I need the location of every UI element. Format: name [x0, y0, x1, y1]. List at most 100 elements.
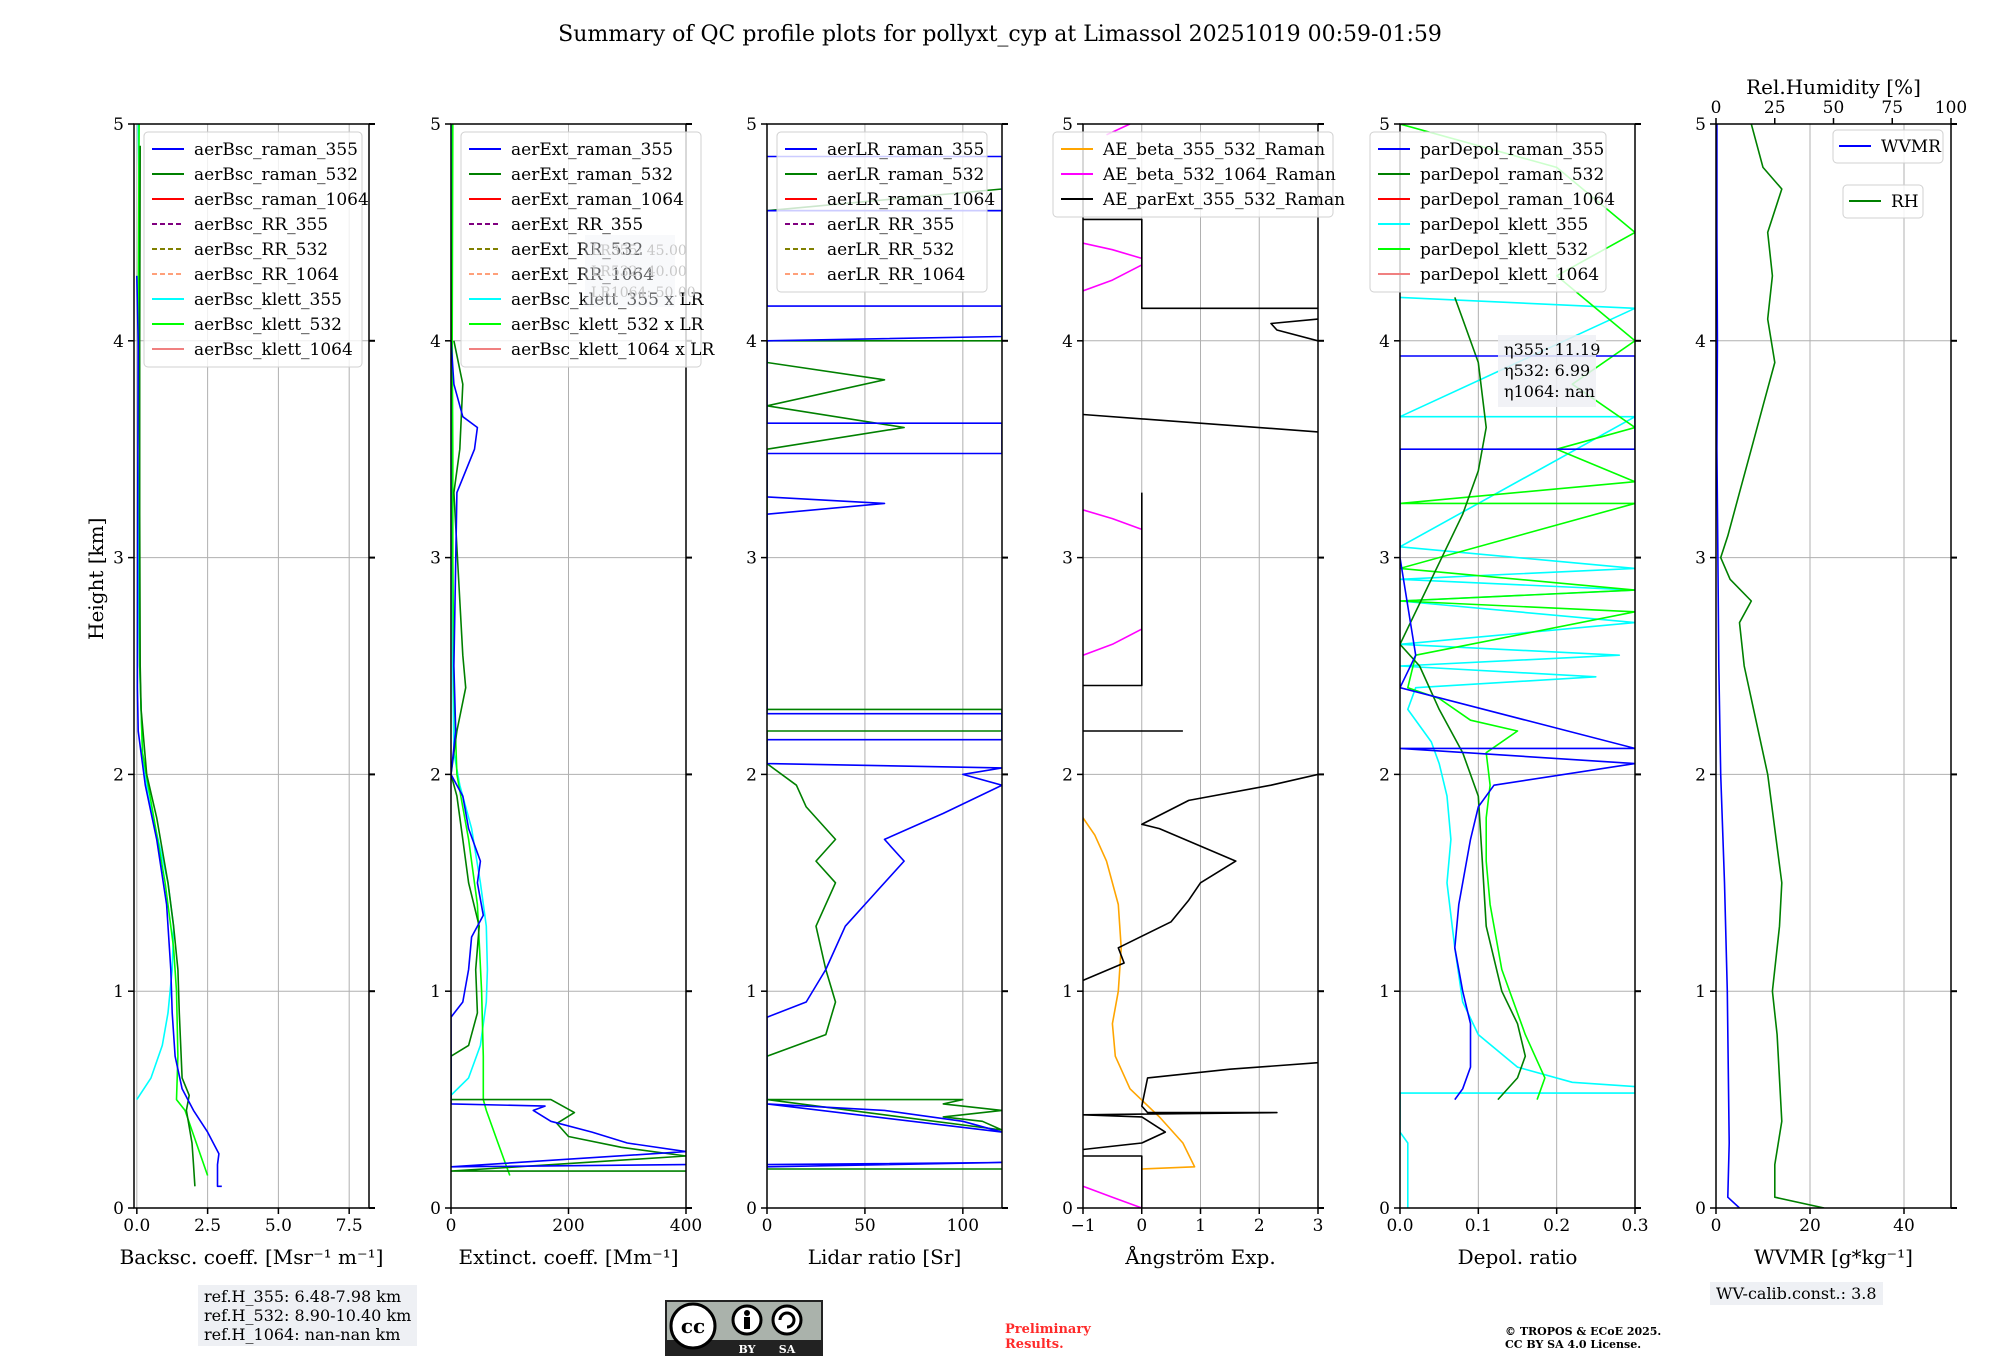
y-tick-label: 1	[430, 982, 441, 1002]
annotation-line: η355: 11.19	[1504, 340, 1600, 359]
series-group	[767, 155, 1002, 1170]
y-tick-label: 1	[746, 982, 757, 1002]
series-ae-parext-355-532-raman-c	[1083, 773, 1318, 982]
legend-label: aerBsc_RR_532	[194, 240, 328, 260]
y-tick-label: 3	[1695, 549, 1706, 569]
y-tick-label: 0	[746, 1199, 757, 1219]
x-tick-label: 100	[947, 1216, 979, 1236]
y-tick-label: 2	[113, 765, 124, 785]
y-tick-label: 4	[1379, 332, 1390, 352]
legend-label: aerBsc_klett_532	[194, 315, 342, 335]
legend-label: aerLR_raman_355	[827, 140, 984, 160]
wv-calibration-constant: WV-calib.const.: 3.8	[1716, 1284, 1877, 1303]
figure-title: Summary of QC profile plots for pollyxt_…	[558, 22, 1442, 47]
y-tick-label: 2	[1379, 765, 1390, 785]
legend-label: parDepol_raman_1064	[1420, 190, 1615, 210]
series-group	[451, 124, 686, 1176]
legend-label: aerExt_RR_1064	[511, 265, 654, 285]
legend-label: aerBsc_RR_1064	[194, 265, 339, 285]
legend-label: aerBsc_RR_355	[194, 215, 328, 235]
y-tick-label: 0	[430, 1199, 441, 1219]
y-tick-label: 2	[1062, 765, 1073, 785]
series-ae-beta-532-1064-raman-e	[1083, 242, 1143, 260]
series-ae-beta-532-1064-raman-d	[1083, 264, 1143, 292]
x-tick-label: 40	[1893, 1216, 1915, 1236]
panel-ext: 0 200 400 0 1 2 3 4 5 Extinct. coeff. [Mm⁻¹] aerEx…	[430, 115, 715, 1269]
legend-label: aerBsc_raman_1064	[194, 190, 369, 210]
y-tick-label: 0	[113, 1199, 124, 1219]
panel-lr: 0 50 100 0 1 2 3 4 5 Lidar ratio [Sr] aerLR_raman_…	[746, 115, 1008, 1269]
legend-box	[776, 131, 988, 293]
ref-height-355: ref.H_355: 6.48-7.98 km	[204, 1287, 402, 1306]
series-pardepol-raman-355	[1400, 355, 1635, 1101]
x-tick-label: 0.0	[123, 1216, 150, 1236]
legend-label: aerBsc_raman_355	[194, 140, 358, 160]
legend-label: RH	[1891, 192, 1919, 212]
x-axis-label: Ångström Exp.	[1124, 1244, 1275, 1269]
ref-height-1064: ref.H_1064: nan-nan km	[204, 1325, 401, 1344]
legend-label: parDepol_raman_355	[1420, 140, 1604, 160]
y-tick-label: 0	[1695, 1199, 1706, 1219]
panel-depol: 0.0 0.1 0.2 0.3 0 1 2 3 4 5 Depol. ratio parDepol_r…	[1369, 115, 1649, 1269]
legend-box	[1369, 131, 1607, 293]
y-tick-label: 5	[746, 115, 757, 135]
series-group	[1716, 124, 1825, 1208]
series-aerbsc-raman-532	[138, 145, 196, 1187]
series-aerlr-raman-355	[767, 155, 1002, 1168]
y-tick-label: 3	[113, 549, 124, 569]
legend-label: aerExt_RR_532	[511, 240, 643, 260]
series-ae-beta-532-1064-raman-b	[1083, 628, 1143, 656]
series-aerext-raman-355	[451, 340, 686, 1168]
ref-height-532: ref.H_532: 8.90-10.40 km	[204, 1306, 412, 1325]
series-ae-beta-355-532-raman	[1083, 817, 1196, 1170]
copyright-line-2: CC BY SA 4.0 License.	[1505, 1338, 1642, 1351]
series-ae-parext-355-532-raman-h	[1083, 218, 1318, 310]
sa-share-icon	[771, 1304, 803, 1336]
y-tick-label: 4	[113, 332, 124, 352]
legend-label: parDepol_klett_355	[1420, 215, 1588, 235]
y-tick-label: 3	[1379, 549, 1390, 569]
y-tick-label: 2	[430, 765, 441, 785]
top-x-tick-label: 50	[1823, 98, 1845, 118]
axes-frame	[1082, 123, 1319, 1209]
x-axis-label: Extinct. coeff. [Mm⁻¹]	[458, 1245, 678, 1269]
x-tick-label: 0.1	[1465, 1216, 1492, 1236]
annotation-line: LR532: 40.00	[591, 264, 687, 280]
series-ae-parext-355-532-raman-f	[1083, 413, 1318, 433]
annotation-line: η1064: nan	[1504, 382, 1595, 401]
x-tick-label: −1	[1070, 1216, 1095, 1236]
x-tick-label: 0	[1136, 1216, 1147, 1236]
axes-frame	[1715, 123, 1952, 1209]
copyright-note: © TROPOS & ECoE 2025. CC BY SA 4.0 Licen…	[1505, 1325, 1661, 1351]
cc-by-sa-logo: cc BY SA	[665, 1300, 823, 1356]
series-aerbsc-raman-355	[136, 275, 222, 1188]
x-tick-label: 0	[446, 1216, 457, 1236]
legend-label: aerBsc_klett_532 x LR	[511, 315, 705, 335]
x-tick-label: 20	[1799, 1216, 1821, 1236]
x-tick-label: 50	[854, 1216, 876, 1236]
by-label: BY	[739, 1343, 756, 1356]
legend-label: parDepol_raman_532	[1420, 165, 1604, 185]
annotation-line: LR355: 45.00	[591, 243, 687, 259]
x-axis-label: WVMR [g*kg⁻¹]	[1754, 1245, 1913, 1269]
series-wvmr	[1716, 124, 1741, 1208]
y-tick-label: 5	[113, 115, 124, 135]
preliminary-line-2: Results.	[1005, 1337, 1064, 1352]
y-tick-label: 4	[430, 332, 441, 352]
legend-label: aerLR_RR_532	[827, 240, 954, 260]
legend-label: AE_beta_532_1064_Raman	[1102, 165, 1336, 185]
reference-heights-box: ref.H_355: 6.48-7.98 km ref.H_532: 8.90-…	[198, 1285, 418, 1346]
y-tick-label: 3	[1062, 549, 1073, 569]
x-axis-label: Backsc. coeff. [Msr⁻¹ m⁻¹]	[120, 1245, 384, 1269]
y-tick-label: 5	[1062, 115, 1073, 135]
x-tick-label: 2.5	[194, 1216, 221, 1236]
y-tick-label: 2	[1695, 765, 1706, 785]
series-ae-parext-355-532-raman	[1083, 1155, 1143, 1208]
axes-frame	[133, 123, 370, 1209]
axes-frame	[766, 123, 1003, 1209]
y-tick-label: 1	[1695, 982, 1706, 1002]
series-ae-parext-355-532-raman-e	[1083, 492, 1143, 687]
series-ae-parext-355-532-raman-g	[1270, 318, 1318, 342]
